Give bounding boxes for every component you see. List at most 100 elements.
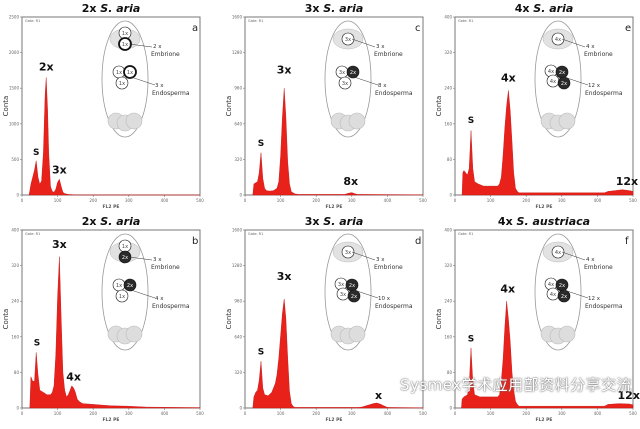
nucleus-label: 4x bbox=[550, 79, 556, 85]
embryo-label: Embrione bbox=[151, 264, 180, 271]
histogram-svg: 3x S. aria Gate: R1 c 0 100 200 300 400 500 0 320 6… bbox=[225, 2, 427, 210]
x-axis-label: FL2 PE bbox=[102, 204, 119, 210]
y-axis-label: Conta bbox=[435, 309, 443, 330]
x-tick-label: 0 bbox=[454, 411, 457, 416]
y-tick-label: 0 bbox=[16, 406, 19, 411]
nucleus-label: 1x bbox=[127, 70, 133, 76]
histogram-panel-a: 2x S. aria Gate: R1 a 0 100 200 300 400 500 0 500 1… bbox=[0, 0, 213, 212]
y-tick-label: 0 bbox=[16, 193, 19, 198]
x-tick-label: 500 bbox=[419, 411, 427, 416]
gate-label: Gate: R1 bbox=[25, 232, 40, 236]
x-tick-label: 200 bbox=[522, 198, 530, 203]
title-ploidy: 2x bbox=[82, 2, 97, 15]
y-tick-label: 160 bbox=[444, 121, 452, 126]
histogram-panel-f: 4x S. austriaca Gate: R1 f 0 100 200 300 400 500… bbox=[433, 213, 640, 425]
x-tick-label: 100 bbox=[487, 411, 495, 416]
x-axis-label: FL2 PE bbox=[325, 204, 342, 210]
nucleus-circle bbox=[115, 76, 129, 90]
antipodal-cell bbox=[348, 112, 366, 130]
peak-label: 4x bbox=[66, 370, 81, 383]
y-tick-label: 1600 bbox=[232, 228, 243, 233]
antipodal-cell bbox=[125, 325, 143, 343]
endosperm-pointer-line bbox=[353, 289, 379, 299]
y-tick-label: 500 bbox=[11, 157, 19, 162]
nucleus-label: 3x bbox=[342, 81, 348, 87]
gate-label: Gate: R1 bbox=[458, 19, 473, 23]
antipodal-cell bbox=[558, 325, 576, 343]
peak-label: S bbox=[258, 348, 264, 358]
y-tick-label: 1600 bbox=[232, 15, 243, 20]
nucleus-circle bbox=[341, 245, 355, 259]
plot-frame bbox=[21, 16, 201, 196]
embryo-ploidy-label: 3 x bbox=[153, 257, 162, 263]
seed-outline bbox=[534, 233, 582, 351]
watermark-text: Sysmex学术应用部资料分享交流 bbox=[400, 376, 633, 394]
endosperm-label: Endosperma bbox=[375, 303, 413, 310]
nucleus-label: 1x bbox=[119, 294, 125, 300]
y-axis-label: Conta bbox=[225, 96, 233, 117]
nucleus-circle bbox=[346, 65, 360, 79]
embryo-label: Embrione bbox=[584, 51, 613, 58]
x-tick-label: 200 bbox=[312, 411, 320, 416]
peak-label: 3x bbox=[52, 164, 67, 177]
title-ploidy: 3x bbox=[305, 2, 320, 15]
x-tick-label: 100 bbox=[277, 411, 285, 416]
embryo-pointer-line bbox=[561, 38, 586, 48]
y-tick-label: 400 bbox=[444, 228, 452, 233]
antipodal-cell bbox=[348, 325, 366, 343]
endosperm-pointer-line bbox=[563, 76, 589, 86]
nucleus-circle bbox=[551, 32, 565, 46]
y-tick-label: 240 bbox=[11, 299, 19, 304]
x-tick-label: 300 bbox=[558, 411, 566, 416]
panel-title: 2x S. aria bbox=[82, 215, 141, 228]
nucleus-label: 1x bbox=[116, 70, 122, 76]
nucleus-label: 2x bbox=[127, 283, 133, 289]
nucleus-label: 2x bbox=[561, 294, 567, 300]
title-species: S. aria bbox=[533, 2, 573, 15]
endosperm-ploidy-label: 12 x bbox=[588, 83, 601, 89]
y-tick-label: 2000 bbox=[9, 50, 20, 55]
histogram-area bbox=[461, 90, 634, 196]
histogram-area bbox=[461, 301, 634, 409]
x-tick-label: 0 bbox=[454, 198, 457, 203]
y-tick-label: 80 bbox=[447, 370, 453, 375]
y-tick-label: 320 bbox=[11, 263, 19, 268]
endosperm-label: Endosperma bbox=[585, 90, 623, 97]
peak-label: S bbox=[468, 116, 474, 126]
peak-label: x bbox=[375, 389, 382, 402]
y-tick-label: 0 bbox=[239, 193, 242, 198]
x-axis-label: FL2 PE bbox=[535, 204, 552, 210]
x-tick-label: 0 bbox=[21, 198, 24, 203]
nucleus-label: 1x bbox=[122, 244, 128, 250]
embryo-ploidy-label: 3 x bbox=[376, 257, 385, 263]
peak-label: 12x bbox=[618, 389, 640, 402]
y-tick-label: 2500 bbox=[9, 15, 20, 20]
peak-label: S bbox=[34, 339, 40, 349]
y-tick-label: 640 bbox=[234, 334, 242, 339]
title-species: S. aria bbox=[100, 215, 140, 228]
peak-label: 3x bbox=[277, 270, 292, 283]
embryo-pointer-line bbox=[128, 256, 153, 261]
seed-outline bbox=[534, 20, 582, 138]
x-tick-label: 400 bbox=[161, 198, 169, 203]
y-tick-label: 80 bbox=[14, 370, 20, 375]
nucleus-label: 1x bbox=[122, 42, 128, 48]
panel-title: 3x S. aria bbox=[305, 215, 364, 228]
nucleus-label: 1x bbox=[119, 81, 125, 87]
y-axis-label: Conta bbox=[225, 309, 233, 330]
wechat-logo-icon bbox=[384, 377, 400, 390]
panel-title: 4x S. aria bbox=[515, 2, 574, 15]
x-tick-label: 400 bbox=[161, 411, 169, 416]
y-tick-label: 320 bbox=[234, 157, 242, 162]
y-tick-label: 320 bbox=[234, 370, 242, 375]
peak-label: 2x bbox=[39, 60, 54, 73]
panel-title: 2x S. aria bbox=[82, 2, 141, 15]
nucleus-circle bbox=[341, 32, 355, 46]
plot-frame bbox=[244, 16, 424, 196]
y-tick-label: 400 bbox=[11, 228, 19, 233]
nucleus-label: 4x bbox=[555, 37, 561, 43]
antipodal-cell bbox=[125, 112, 143, 130]
y-axis-label: Conta bbox=[2, 309, 10, 330]
endosperm-ploidy-label: 12 x bbox=[588, 296, 601, 302]
nucleus-label: 4x bbox=[548, 69, 554, 75]
